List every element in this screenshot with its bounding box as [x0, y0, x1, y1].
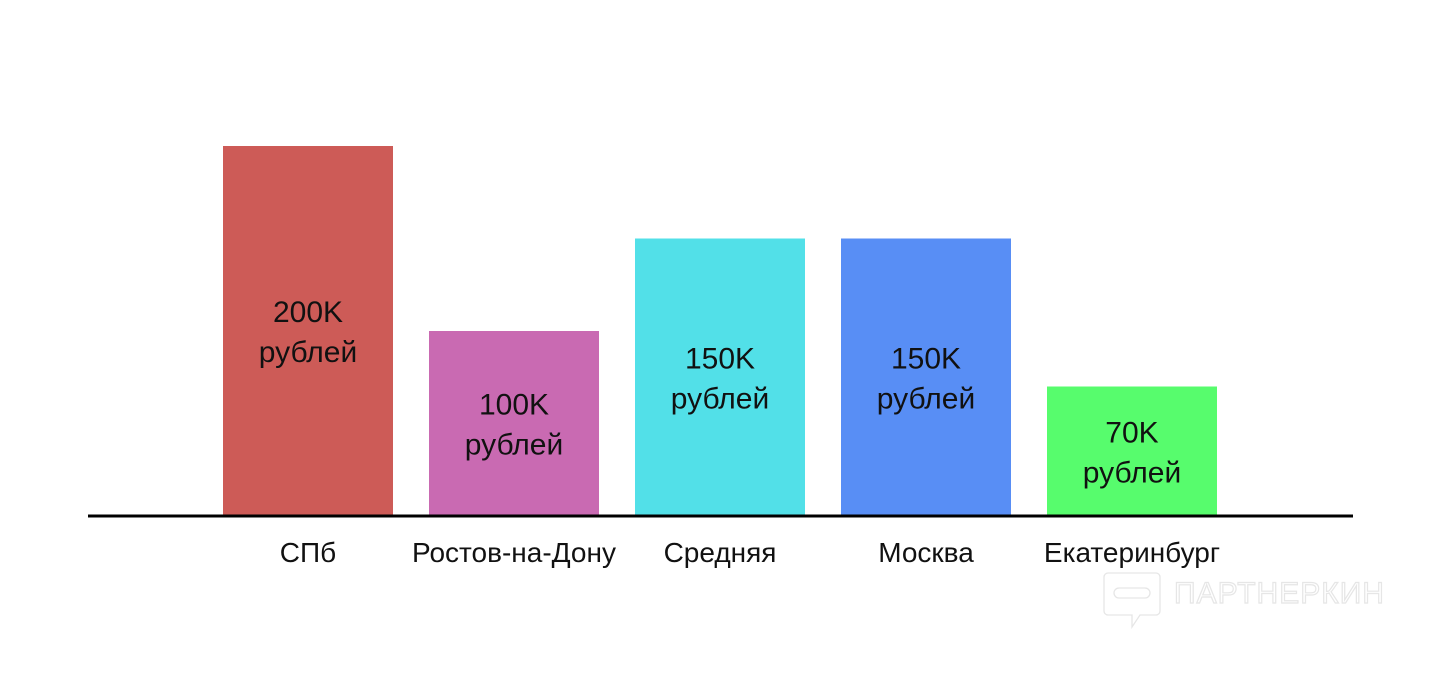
bar: [841, 238, 1011, 516]
bar: [223, 146, 393, 516]
bar-value-label: 150K: [891, 342, 961, 375]
x-tick-label: Екатеринбург: [1044, 537, 1220, 568]
bar-value-label: рублей: [259, 336, 357, 369]
bar-value-label: 100K: [479, 389, 549, 422]
x-tick-label: Москва: [878, 537, 974, 568]
bar-value-label: рублей: [671, 382, 769, 415]
bar: [429, 331, 599, 516]
bar-value-label: 200K: [273, 296, 343, 329]
x-tick-label: СПб: [280, 537, 336, 568]
bar: [1047, 386, 1217, 516]
bar-value-label: рублей: [877, 382, 975, 415]
bar-value-label: 70K: [1105, 416, 1158, 449]
watermark-text: ПАРТНЕРКИН: [1174, 577, 1385, 610]
bar-value-label: рублей: [1083, 456, 1181, 489]
x-tick-label: Ростов-на-Дону: [412, 537, 616, 568]
x-tick-label: Средняя: [664, 537, 777, 568]
bar-value-label: рублей: [465, 429, 563, 462]
bar: [635, 238, 805, 516]
watermark-logo: ПАРТНЕРКИН: [1103, 572, 1385, 630]
bar-value-label: 150K: [685, 342, 755, 375]
